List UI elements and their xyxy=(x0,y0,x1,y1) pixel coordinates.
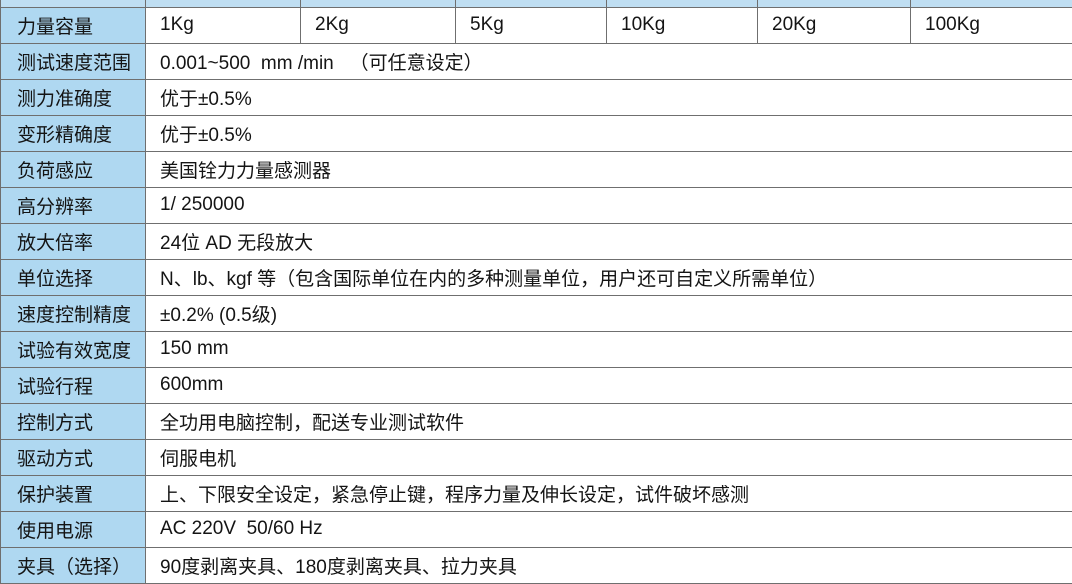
spec-value: 1Kg xyxy=(145,6,301,44)
clipped-cell xyxy=(757,0,911,8)
spec-value: 100Kg xyxy=(910,6,1072,44)
clipped-cell xyxy=(300,0,456,8)
row-test-speed-range: 测试速度范围 0.001~500 mm /min （可任意设定） xyxy=(0,42,1072,80)
spec-value: 1/ 250000 xyxy=(145,186,1072,224)
row-unit-selection: 单位选择 N、lb、kgf 等（包含国际单位在内的多种测量单位，用户还可自定义所… xyxy=(0,258,1072,296)
spec-label: 使用电源 xyxy=(0,510,146,548)
spec-value: 10Kg xyxy=(606,6,758,44)
clipped-cell xyxy=(145,0,301,8)
row-power-supply: 使用电源 AC 220V 50/60 Hz xyxy=(0,510,1072,548)
spec-label: 放大倍率 xyxy=(0,222,146,260)
row-speed-control-accuracy: 速度控制精度 ±0.2% (0.5级) xyxy=(0,294,1072,332)
spec-label: 单位选择 xyxy=(0,258,146,296)
spec-value: 2Kg xyxy=(300,6,456,44)
spec-value: 上、下限安全设定，紧急停止键，程序力量及伸长设定，试件破坏感测 xyxy=(145,474,1072,512)
row-protection-devices: 保护装置 上、下限安全设定，紧急停止键，程序力量及伸长设定，试件破坏感测 xyxy=(0,474,1072,512)
spec-label: 驱动方式 xyxy=(0,438,146,476)
spec-value: 优于±0.5% xyxy=(145,114,1072,152)
spec-label: 试验行程 xyxy=(0,366,146,404)
spec-value: ±0.2% (0.5级) xyxy=(145,294,1072,332)
spec-value: 600mm xyxy=(145,366,1072,404)
spec-label: 高分辨率 xyxy=(0,186,146,224)
spec-label: 保护装置 xyxy=(0,474,146,512)
row-deformation-accuracy: 变形精确度 优于±0.5% xyxy=(0,114,1072,152)
clipped-top-row xyxy=(0,0,1072,8)
row-effective-width: 试验有效宽度 150 mm xyxy=(0,330,1072,368)
clipped-cell xyxy=(455,0,607,8)
spec-label: 控制方式 xyxy=(0,402,146,440)
clipped-cell xyxy=(0,0,146,8)
spec-value: 0.001~500 mm /min （可任意设定） xyxy=(145,42,1072,80)
spec-value: AC 220V 50/60 Hz xyxy=(145,510,1072,548)
spec-label: 负荷感应 xyxy=(0,150,146,188)
spec-label: 夹具（选择） xyxy=(0,546,146,584)
spec-value: 优于±0.5% xyxy=(145,78,1072,116)
row-amplification: 放大倍率 24位 AD 无段放大 xyxy=(0,222,1072,260)
clipped-cell xyxy=(606,0,758,8)
row-load-sensor: 负荷感应 美国铨力力量感测器 xyxy=(0,150,1072,188)
row-grips-optional: 夹具（选择） 90度剥离夹具、180度剥离夹具、拉力夹具 xyxy=(0,546,1072,584)
spec-label: 力量容量 xyxy=(0,6,146,44)
row-capacity: 力量容量 1Kg 2Kg 5Kg 10Kg 20Kg 100Kg xyxy=(0,6,1072,44)
row-force-accuracy: 测力准确度 优于±0.5% xyxy=(0,78,1072,116)
spec-label: 变形精确度 xyxy=(0,114,146,152)
spec-label: 速度控制精度 xyxy=(0,294,146,332)
spec-value: 150 mm xyxy=(145,330,1072,368)
spec-label: 测试速度范围 xyxy=(0,42,146,80)
spec-value: 20Kg xyxy=(757,6,911,44)
row-resolution: 高分辨率 1/ 250000 xyxy=(0,186,1072,224)
spec-label: 测力准确度 xyxy=(0,78,146,116)
spec-value: 5Kg xyxy=(455,6,607,44)
spec-value: N、lb、kgf 等（包含国际单位在内的多种测量单位，用户还可自定义所需单位） xyxy=(145,258,1072,296)
row-drive-mode: 驱动方式 伺服电机 xyxy=(0,438,1072,476)
row-test-stroke: 试验行程 600mm xyxy=(0,366,1072,404)
spec-value: 全功用电脑控制，配送专业测试软件 xyxy=(145,402,1072,440)
clipped-cell xyxy=(910,0,1072,8)
spec-value: 24位 AD 无段放大 xyxy=(145,222,1072,260)
spec-label: 试验有效宽度 xyxy=(0,330,146,368)
spec-value: 美国铨力力量感测器 xyxy=(145,150,1072,188)
row-control-mode: 控制方式 全功用电脑控制，配送专业测试软件 xyxy=(0,402,1072,440)
spec-value: 90度剥离夹具、180度剥离夹具、拉力夹具 xyxy=(145,546,1072,584)
spec-value: 伺服电机 xyxy=(145,438,1072,476)
